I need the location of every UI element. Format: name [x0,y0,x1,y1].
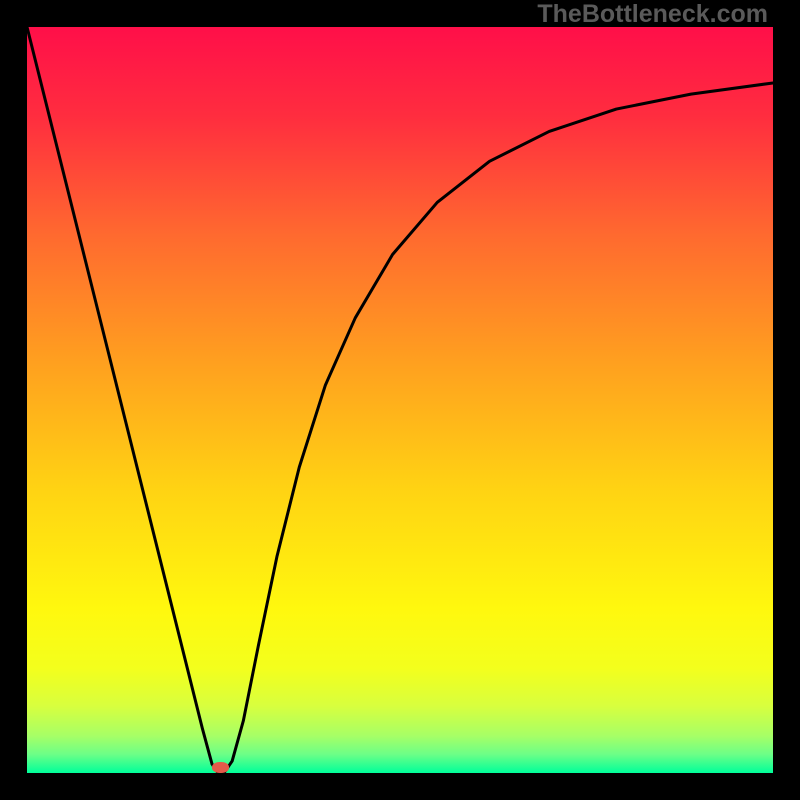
plot-area [27,27,773,773]
watermark-text: TheBottleneck.com [537,0,768,29]
chart-root: { "chart": { "type": "bottleneck-curve",… [0,0,800,800]
curve-path [27,27,773,773]
optimal-point-marker [212,762,229,773]
bottleneck-curve [27,27,773,773]
